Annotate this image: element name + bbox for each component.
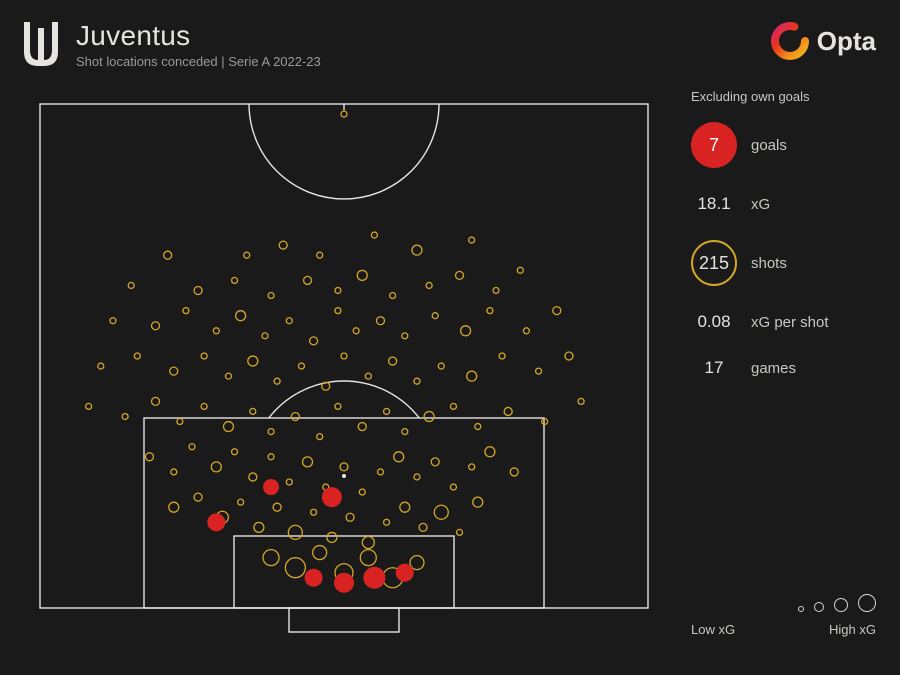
- side-note: Excluding own goals: [691, 89, 876, 104]
- stat-row: 17 games: [691, 358, 876, 378]
- stat-label: xG per shot: [751, 314, 829, 331]
- root: Juventus Shot locations conceded | Serie…: [0, 0, 900, 675]
- opta-label: Opta: [817, 26, 876, 57]
- header: Juventus Shot locations conceded | Serie…: [24, 20, 876, 69]
- stat-row: 18.1 xG: [691, 194, 876, 214]
- stat-value: 18.1: [691, 194, 737, 214]
- stat-value: 7: [691, 122, 737, 168]
- page-subtitle: Shot locations conceded | Serie A 2022-2…: [76, 54, 321, 69]
- pitch-chart: [34, 98, 654, 638]
- stat-label: xG: [751, 196, 770, 213]
- legend-circle-icon: [858, 594, 876, 612]
- legend-circle-icon: [814, 602, 824, 612]
- side-panel: Excluding own goals 7 goals 18.1 xG 215 shots…: [691, 81, 876, 655]
- legend: Low xG High xG: [691, 594, 876, 655]
- stat-row: 0.08 xG per shot: [691, 312, 876, 332]
- stat-label: goals: [751, 137, 787, 154]
- legend-circle-icon: [798, 606, 804, 612]
- stat-label: games: [751, 360, 796, 377]
- legend-labels: Low xG High xG: [691, 622, 876, 637]
- page-title: Juventus: [76, 20, 321, 52]
- opta-ring-icon: [769, 20, 811, 62]
- legend-low-label: Low xG: [691, 622, 735, 637]
- main: Excluding own goals 7 goals 18.1 xG 215 shots…: [24, 81, 876, 655]
- legend-circle-icon: [834, 598, 848, 612]
- pitch-wrap: [24, 81, 663, 655]
- stat-value: 17: [691, 358, 737, 378]
- stats-list: 7 goals 18.1 xG 215 shots 0.08 xG per shot 17 gam…: [691, 122, 876, 404]
- stat-row: 215 shots: [691, 240, 876, 286]
- club-logo-icon: [24, 20, 60, 66]
- stat-value: 0.08: [691, 312, 737, 332]
- stat-row: 7 goals: [691, 122, 876, 168]
- header-left: Juventus Shot locations conceded | Serie…: [24, 20, 321, 69]
- title-block: Juventus Shot locations conceded | Serie…: [76, 20, 321, 69]
- legend-high-label: High xG: [829, 622, 876, 637]
- stat-value: 215: [691, 240, 737, 286]
- legend-circles: [691, 594, 876, 612]
- opta-logo: Opta: [769, 20, 876, 62]
- stat-label: shots: [751, 255, 787, 272]
